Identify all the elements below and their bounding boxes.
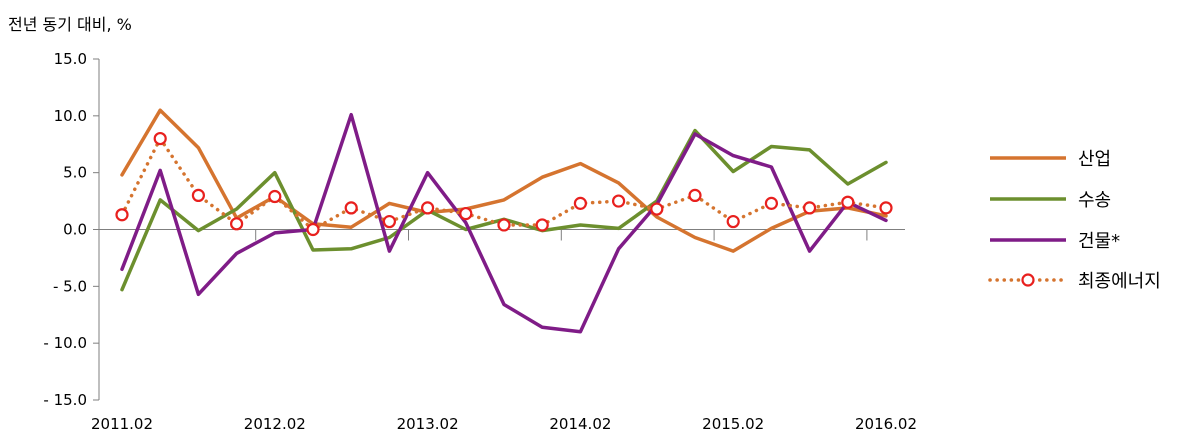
y-tick-label: - 10.0 [43,334,87,352]
y-tick-label: 10.0 [54,107,87,125]
data-point-marker [497,218,511,232]
data-point-marker [573,196,588,210]
data-point-marker [230,217,244,231]
data-point-marker [535,218,549,232]
data-point-marker [268,189,282,204]
y-tick-label: - 5.0 [53,277,87,295]
data-point-marker [764,196,779,210]
legend-label: 수송 [1078,190,1111,211]
data-point-marker [153,131,167,146]
series-line [120,112,888,334]
x-tick-label: 2012.02 [244,415,306,433]
data-point-marker [344,201,358,215]
series-layer [115,108,893,334]
y-axis-unit-label: 전년 동기 대비, % [8,15,132,34]
series-line [120,128,888,292]
x-tick-label: 2014.02 [549,415,611,433]
x-tick-label: 2013.02 [397,415,459,433]
x-tick-label: 2016.02 [855,415,917,433]
data-point-marker [191,188,205,202]
legend-label: 산업 [1078,149,1111,170]
legend-marker [1021,273,1035,287]
data-point-marker [115,208,129,222]
y-tick-label: - 15.0 [43,391,87,409]
data-point-marker [306,222,320,237]
data-point-marker [421,201,435,215]
legend-label: 건물* [1078,231,1120,252]
series-line [120,108,888,253]
data-point-marker [802,201,817,215]
x-tick-label: 2011.02 [91,415,153,433]
x-tick-label: 2015.02 [702,415,764,433]
legend-label: 최종에너지 [1078,271,1161,292]
data-point-marker [382,214,396,229]
data-point-marker [611,194,626,208]
y-tick-label: 5.0 [63,164,87,182]
data-point-marker [650,202,664,216]
y-tick-label: 0.0 [63,221,87,239]
data-point-marker [726,214,740,229]
data-point-marker [459,206,473,221]
x-axis: 2011.02 2012.02 2013.02 2014.02 2015.02 2016.… [91,229,917,433]
y-tick-label: 15.0 [54,50,87,68]
data-point-marker [879,201,893,215]
y-axis: 15.0 10.0 5.0 0.0 - 5.0 - 10.0 - 15.0 [43,50,100,409]
data-point-marker [688,188,702,202]
data-point-marker [841,195,855,209]
